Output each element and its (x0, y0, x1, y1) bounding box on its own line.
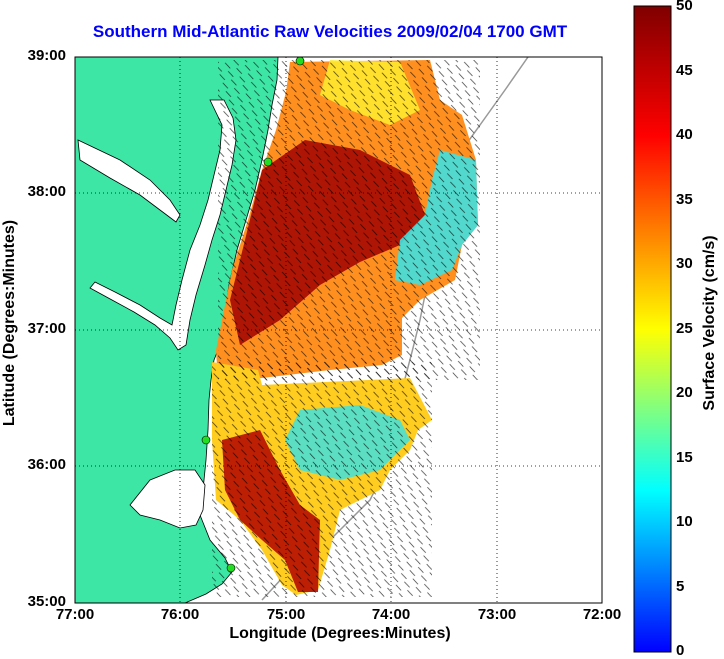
x-tick-label: 75:00 (266, 606, 306, 623)
x-tick-label: 72:00 (582, 606, 622, 623)
colorbar-tick: 15 (676, 449, 693, 466)
colorbar-tick: 35 (676, 191, 693, 208)
radar-station (263, 157, 273, 167)
radar-station (201, 435, 211, 445)
radar-station (295, 57, 305, 66)
x-axis-label: Longitude (Degrees:Minutes) (229, 625, 451, 642)
x-tick-label: 77:00 (55, 606, 95, 623)
colorbar-tick: 0 (676, 642, 685, 659)
colorbar-tick: 25 (676, 320, 693, 337)
colorbar-tick: 5 (676, 578, 685, 595)
x-tick-label: 76:00 (160, 606, 200, 623)
y-tick-label: 38:00 (27, 183, 66, 200)
gridlines (75, 57, 602, 603)
x-tick-label: 74:00 (371, 606, 411, 623)
velocity-pattern-north (218, 60, 480, 380)
x-tick-label: 73:00 (477, 606, 517, 623)
colorbar-tick: 20 (676, 384, 693, 401)
colorbar-tick: 50 (676, 0, 693, 14)
y-tick-label: 35:00 (27, 593, 66, 610)
y-tick-label: 39:00 (27, 47, 66, 64)
sound-water (129, 469, 206, 529)
radar-station (226, 563, 236, 573)
colorbar-tick: 30 (676, 255, 693, 272)
colorbar (633, 5, 672, 653)
y-tick-label: 37:00 (27, 320, 66, 337)
velocity-pattern-south (212, 362, 432, 597)
colorbar-tick: 10 (676, 513, 693, 530)
colorbar-label: Surface Velocity (cm/s) (701, 235, 718, 411)
velocity-field (212, 60, 480, 597)
colorbar-tick: 45 (676, 62, 693, 79)
y-tick-label: 36:00 (27, 456, 66, 473)
y-axis-label: Latitude (Degrees:Minutes) (1, 219, 18, 427)
chart-title: Southern Mid-Atlantic Raw Velocities 200… (92, 22, 568, 41)
colorbar-tick: 40 (676, 126, 693, 143)
bay-inlet (77, 139, 181, 223)
